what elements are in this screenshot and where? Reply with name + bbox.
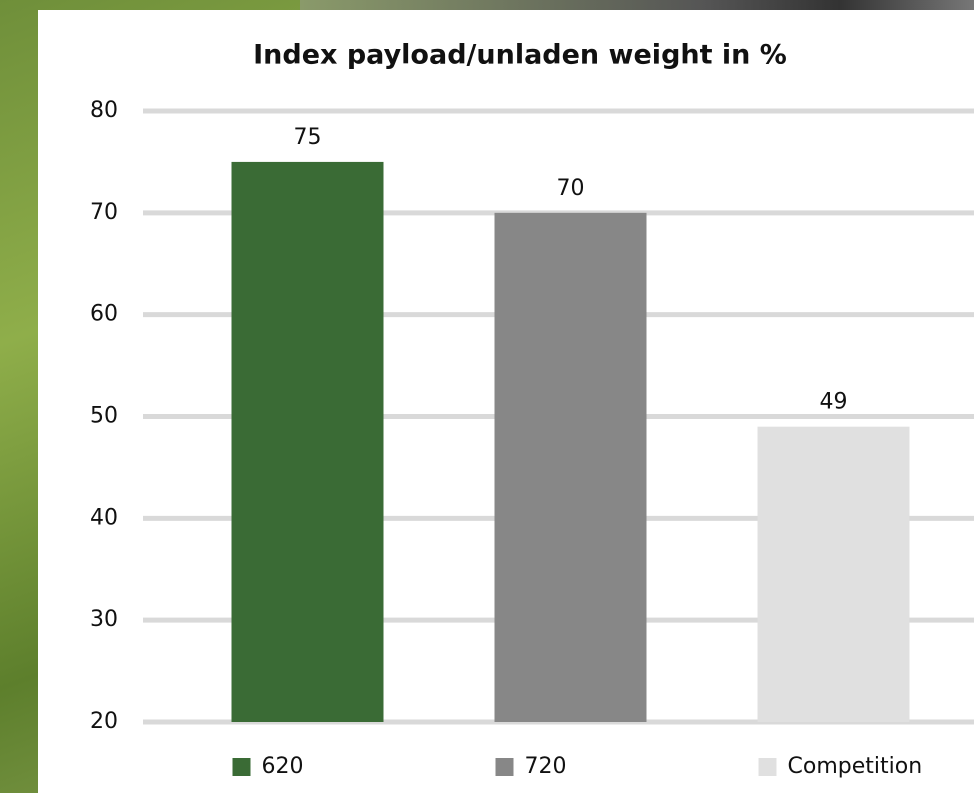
legend-label: 720 — [525, 754, 567, 779]
legend-swatch — [759, 758, 777, 776]
legend-label: 620 — [262, 754, 304, 779]
legend-label: Competition — [788, 754, 923, 779]
y-tick-label: 20 — [90, 709, 118, 734]
y-tick-label: 80 — [90, 98, 118, 123]
y-tick-label: 30 — [90, 607, 118, 632]
data-label: 70 — [557, 176, 585, 201]
bar — [495, 213, 647, 722]
y-tick-label: 70 — [90, 200, 118, 225]
data-label: 75 — [294, 125, 322, 150]
chart: Index payload/unladen weight in % 20 30 40… — [0, 0, 974, 793]
legend-swatch — [496, 758, 514, 776]
y-tick-label: 50 — [90, 404, 118, 429]
bar — [232, 162, 384, 722]
chart-title: Index payload/unladen weight in % — [253, 40, 787, 71]
legend-swatch — [233, 758, 251, 776]
bar — [758, 427, 910, 722]
y-tick-label: 40 — [90, 505, 118, 530]
page: Index payload/unladen weight in % 20 30 40… — [0, 0, 974, 793]
data-label: 49 — [820, 390, 848, 415]
y-tick-label: 60 — [90, 302, 118, 327]
